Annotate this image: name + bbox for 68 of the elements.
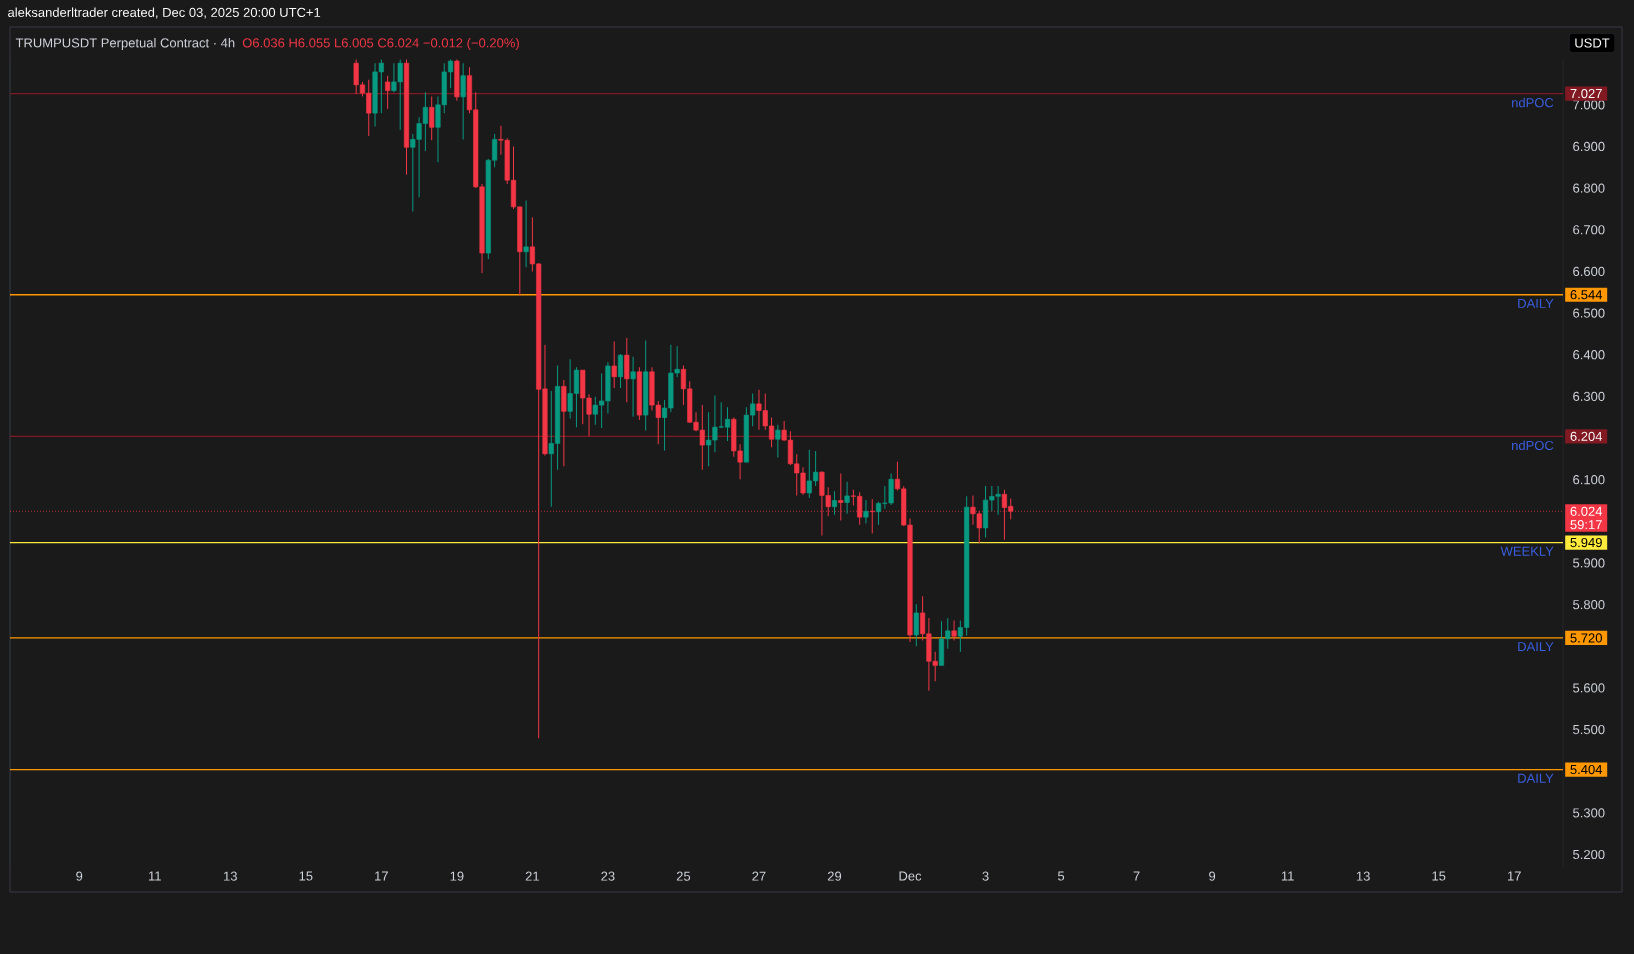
y-tick-label: 6.600 [1573,266,1605,277]
x-tick-label: 25 [676,871,691,881]
y-tick-label: 5.600 [1573,683,1605,693]
candlestick [913,603,919,647]
y-tick-label: 6.900 [1573,141,1605,152]
y-tick-label: 5.300 [1573,808,1605,818]
y-tick-label: 5.900 [1573,558,1605,568]
candlestick [523,200,529,268]
candlestick [831,490,838,516]
y-tick-label: 6.100 [1573,475,1605,485]
candlestick [863,499,869,524]
chart-title: TRUMPUSDT Perpetual Contract · 4h [15,37,235,51]
chart-subtitle: O6.036 H6.055 L6.005 C6.024 −0.012 (−0.20%) [242,37,519,51]
x-tick-label: 9 [1209,871,1216,881]
y-tick-label: 5.200 [1573,849,1605,860]
candlestick [630,356,636,418]
x-tick-label: 29 [827,871,842,881]
annotation: 6.544 [1570,290,1603,300]
y-tick-label: 5.500 [1573,724,1605,735]
annotation: 5.404 [1570,764,1603,775]
annotation: 5.720 [1570,633,1602,643]
x-tick-label: 27 [752,871,766,881]
ref-line-label: DAILY [1518,298,1554,308]
candlestick [429,95,435,141]
y-tick-label: 5.800 [1573,600,1605,610]
x-tick-label: 13 [224,871,237,881]
x-tick-label: 23 [601,871,615,881]
y-tick-label: 7.000 [1573,100,1605,110]
ref-line-label: ndPOC [1512,440,1554,451]
candlestick [611,340,617,389]
text: aleksanderltrader created, Dec 03, 2025 20:00 UTC+1 [8,7,321,19]
ref-line-label: ndPOC [1512,97,1554,108]
y-tick-label: 6.800 [1573,183,1605,193]
candlestick [775,424,781,459]
candlestick [385,75,391,110]
annotation: 6.204 [1570,431,1603,441]
x-tick-label: 11 [149,871,161,881]
x-tick-label: Dec [899,871,922,881]
x-tick-label: 5 [1057,871,1065,881]
candlestick [624,337,630,403]
y-tick-label: 6.400 [1573,350,1605,360]
ref-line-label: WEEKLY [1500,546,1554,556]
y-tick-label: 6.300 [1573,391,1605,401]
candlestick [951,619,957,641]
x-tick-label: 3 [982,871,989,881]
x-tick-label: 17 [375,871,388,881]
ref-line-label: DAILY [1518,642,1554,652]
candlestick [617,353,624,389]
candlestick [869,498,875,534]
x-tick-label: 11 [1281,871,1294,881]
annotation: 59:17 [1570,520,1602,530]
y-tick-label: 6.500 [1573,308,1605,318]
x-tick-label: 7 [1133,871,1140,881]
candlestick [844,481,850,515]
annotation: 7.027 [1570,88,1602,99]
candlestick [460,62,466,140]
x-tick-label: 15 [299,871,313,881]
text: USDT [1575,38,1610,48]
x-tick-label: 9 [76,871,83,881]
ref-line-label: DAILY [1518,773,1554,783]
x-tick-label: 17 [1507,871,1521,881]
x-tick-label: 13 [1356,871,1370,881]
x-tick-label: 21 [525,871,539,881]
annotation: 6.024 [1570,506,1603,516]
x-tick-label: 15 [1432,871,1446,881]
y-tick-label: 6.700 [1573,225,1605,235]
x-tick-label: 19 [450,871,464,881]
annotation: 5.949 [1570,537,1602,548]
